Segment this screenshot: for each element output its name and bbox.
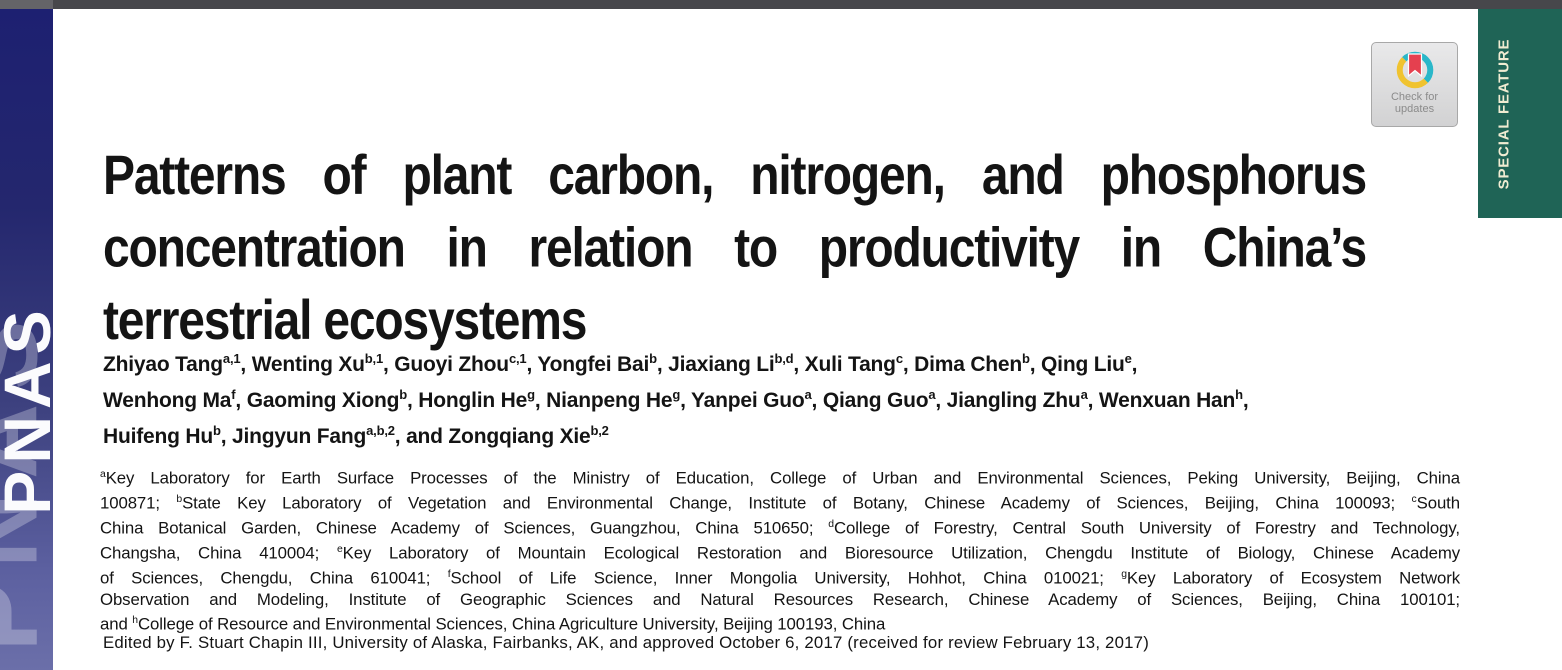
special-feature-tab: SPECIAL FEATURE: [1478, 9, 1562, 218]
affiliation-line: Observation and Modeling, Institute of G…: [100, 590, 1460, 609]
article-title: Patterns of plant carbon, nitrogen, and …: [103, 140, 1367, 357]
author-line: Wenhong Maf, Gaoming Xiongb, Honglin Heg…: [103, 387, 1249, 412]
article-title-line: concentration in relation to productivit…: [103, 218, 1367, 280]
article-title-line: terrestrial ecosystems: [103, 290, 587, 352]
check-updates-label-line1: Check for: [1390, 91, 1439, 103]
article-title-line: Patterns of plant carbon, nitrogen, and …: [103, 145, 1367, 207]
special-feature-label: SPECIAL FEATURE: [1495, 38, 1513, 189]
crossmark-icon: [1396, 51, 1433, 89]
author-list: Zhiyao Tanga,1, Wenting Xub,1, Guoyi Zho…: [103, 344, 1249, 452]
author-line: Zhiyao Tanga,1, Wenting Xub,1, Guoyi Zho…: [103, 351, 1138, 376]
affiliation-line: 100871; bState Key Laboratory of Vegetat…: [100, 493, 1460, 513]
check-for-updates-button[interactable]: Check for updates: [1371, 42, 1458, 127]
pnas-logo-text: PNAS: [0, 303, 53, 515]
author-line: Huifeng Hub, Jingyun Fanga,b,2, and Zong…: [103, 423, 609, 448]
affiliation-line: China Botanical Garden, Chinese Academy …: [100, 518, 1460, 538]
top-bar: [0, 0, 1562, 9]
affiliation-line: and hCollege of Resource and Environment…: [100, 615, 886, 634]
affiliation-line: of Sciences, Chengdu, China 610041; fSch…: [100, 568, 1460, 588]
affiliation-line: Changsha, China 410004; eKey Laboratory …: [100, 543, 1460, 563]
edited-by-line: Edited by F. Stuart Chapin III, Universi…: [103, 633, 1149, 652]
affiliations: aKey Laboratory for Earth Surface Proces…: [100, 464, 1460, 635]
pnas-sidebar: PNAS PNAS: [0, 9, 53, 670]
affiliation-line: aKey Laboratory for Earth Surface Proces…: [100, 468, 1460, 488]
check-updates-label-line2: updates: [1394, 103, 1435, 115]
